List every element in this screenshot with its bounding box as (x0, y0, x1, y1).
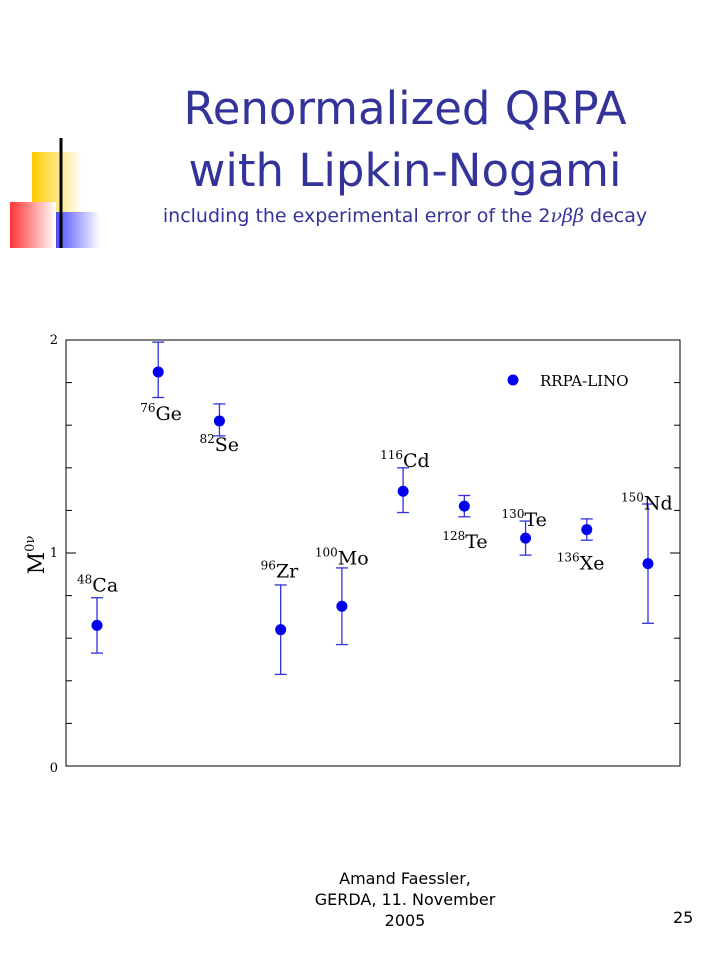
point-label-150Nd: 150Nd (621, 491, 673, 515)
data-point-48Ca (91, 619, 103, 631)
point-label-element-116Cd: Cd (403, 450, 430, 472)
point-label-128Te: 128Te (442, 529, 487, 553)
data-point-150Nd (642, 558, 654, 570)
point-label-mass-48Ca: 48 (77, 572, 92, 586)
subtitle-suffix: decay (584, 205, 648, 227)
point-label-mass-100Mo: 100 (315, 545, 338, 559)
point-label-element-128Te: Te (465, 531, 487, 553)
title-line-1: Renormalized QRPA (183, 82, 627, 135)
footer-line-2: GERDA, 11. November (314, 890, 496, 909)
point-label-96Zr: 96Zr (261, 559, 299, 583)
data-point-116Cd (397, 485, 409, 497)
logo-red-square (10, 202, 56, 248)
point-label-element-136Xe: Xe (580, 553, 605, 575)
legend-marker (507, 374, 519, 386)
data-point-76Ge (152, 366, 164, 378)
point-label-mass-136Xe: 136 (557, 551, 580, 565)
point-label-mass-96Zr: 96 (261, 559, 276, 573)
subtitle: including the experimental error of the … (90, 205, 720, 227)
data-point-128Te (458, 500, 470, 512)
point-label-element-82Se: Se (215, 434, 239, 456)
footer-line-1: Amand Faessler, (339, 869, 471, 888)
point-label-element-96Zr: Zr (276, 561, 299, 583)
subtitle-prefix: including the experimental error of the … (162, 205, 551, 227)
scatter-chart: 0 1 2 M0ν RRPA-LINO 48Ca76Ge82Se96Zr100M… (23, 333, 681, 776)
point-label-element-76Ge: Ge (156, 403, 182, 425)
legend-label: RRPA-LINO (540, 372, 629, 390)
point-label-mass-150Nd: 150 (621, 491, 644, 505)
footer-line-3: 2005 (384, 911, 426, 930)
point-label-mass-116Cd: 116 (380, 448, 403, 462)
decorative-logo (10, 138, 100, 248)
point-label-mass-76Ge: 76 (140, 401, 155, 415)
logo-blue-square (50, 212, 100, 248)
point-label-element-150Nd: Nd (644, 493, 673, 515)
y-tick-label-1: 1 (50, 546, 58, 561)
data-point-82Se (213, 415, 225, 427)
title-line-2: with Lipkin-Nogami (188, 144, 622, 197)
y-tick-label-2: 2 (50, 333, 58, 348)
y-tick-label-0: 0 (50, 761, 58, 776)
y-axis-label-main: M (25, 552, 50, 575)
page-number: 25 (673, 908, 694, 927)
point-label-116Cd: 116Cd (380, 448, 430, 472)
point-label-76Ge: 76Ge (140, 401, 182, 425)
point-label-48Ca: 48Ca (77, 572, 118, 596)
point-label-mass-130Te: 130 (502, 507, 525, 521)
data-point-100Mo (336, 600, 348, 612)
point-label-mass-82Se: 82 (199, 432, 214, 446)
data-point-136Xe (581, 524, 593, 536)
footer: Amand Faessler, GERDA, 11. November 2005 (300, 868, 510, 931)
data-point-130Te (520, 532, 532, 544)
data-marks: 48Ca76Ge82Se96Zr100Mo116Cd128Te130Te136X… (77, 341, 673, 676)
y-axis-label: M0ν (23, 536, 50, 575)
point-label-130Te: 130Te (502, 507, 547, 531)
point-label-82Se: 82Se (199, 432, 239, 456)
axis-ticks (66, 339, 680, 767)
data-point-96Zr (275, 624, 287, 636)
point-label-element-130Te: Te (524, 509, 546, 531)
point-label-element-100Mo: Mo (338, 547, 369, 569)
point-label-element-48Ca: Ca (92, 574, 118, 596)
point-label-mass-128Te: 128 (442, 529, 465, 543)
subtitle-symbols: νββ (550, 205, 584, 227)
point-label-100Mo: 100Mo (315, 545, 369, 569)
point-label-136Xe: 136Xe (557, 551, 605, 575)
y-axis-label-sup: 0ν (23, 536, 38, 552)
